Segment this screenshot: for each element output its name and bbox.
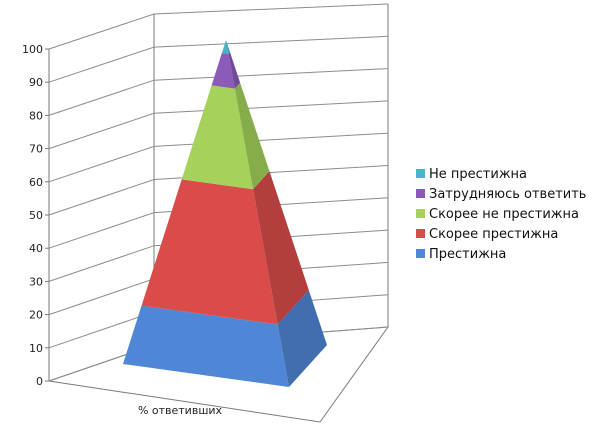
y-tick-label: 100	[22, 43, 43, 56]
legend-item: Не престижна	[416, 167, 527, 182]
gridline	[48, 35, 389, 83]
pyramid-segment	[141, 171, 309, 325]
y-tick-label: 60	[29, 176, 43, 189]
segment-front-face	[141, 179, 278, 325]
y-axis-ticks: 0 10 20 30 40 50 60 70 80 90 100	[22, 43, 49, 388]
legend-label: Не престижна	[429, 167, 527, 182]
gridline	[48, 165, 389, 216]
y-tick-label: 90	[29, 76, 43, 89]
legend-label: Престижна	[429, 247, 506, 262]
legend-swatch	[416, 229, 425, 238]
legend-item: Скорее престижна	[416, 227, 558, 242]
pyramid-segment	[221, 40, 231, 54]
legend-label: Скорее престижна	[429, 227, 558, 242]
legend-swatch	[416, 169, 425, 178]
gridline	[48, 68, 389, 116]
legend-item: Затрудняюсь ответить	[416, 187, 586, 202]
legend-label: Затрудняюсь ответить	[429, 187, 586, 202]
segment-front-face	[211, 52, 235, 89]
segment-front-face	[181, 85, 254, 190]
segment-side-face	[253, 171, 309, 325]
y-tick-label: 40	[29, 242, 43, 255]
pyramid-segment	[181, 82, 270, 190]
y-tick-label: 70	[29, 143, 43, 156]
legend-swatch	[416, 189, 425, 198]
category-label: % ответивших	[138, 404, 223, 417]
gridline	[48, 3, 389, 50]
segment-front-face	[123, 305, 289, 387]
gridline	[48, 132, 389, 183]
pyramid-segment	[211, 52, 241, 89]
y-tick-label: 0	[36, 375, 43, 388]
y-tick-label: 30	[29, 275, 43, 288]
y-tick-label: 50	[29, 209, 43, 222]
y-tick-label: 20	[29, 309, 43, 322]
legend-swatch	[416, 209, 425, 218]
segment-front-face	[221, 40, 229, 54]
y-tick-label: 80	[29, 109, 43, 122]
segment-side-face	[228, 52, 241, 89]
legend: Не престижна Затрудняюсь ответить Скорее н…	[416, 167, 586, 262]
legend-item: Скорее не престижна	[416, 207, 579, 222]
segment-side-face	[277, 290, 327, 387]
pyramid	[123, 40, 327, 387]
legend-label: Скорее не престижна	[429, 207, 579, 222]
segment-side-face	[226, 40, 231, 54]
gridline	[48, 229, 389, 282]
gridline	[48, 197, 389, 249]
y-tick-label: 10	[29, 342, 43, 355]
legend-item: Престижна	[416, 247, 506, 262]
gridline	[48, 100, 389, 150]
legend-swatch	[416, 249, 425, 258]
segment-side-face	[234, 82, 270, 190]
pyramid-segment	[123, 290, 327, 387]
